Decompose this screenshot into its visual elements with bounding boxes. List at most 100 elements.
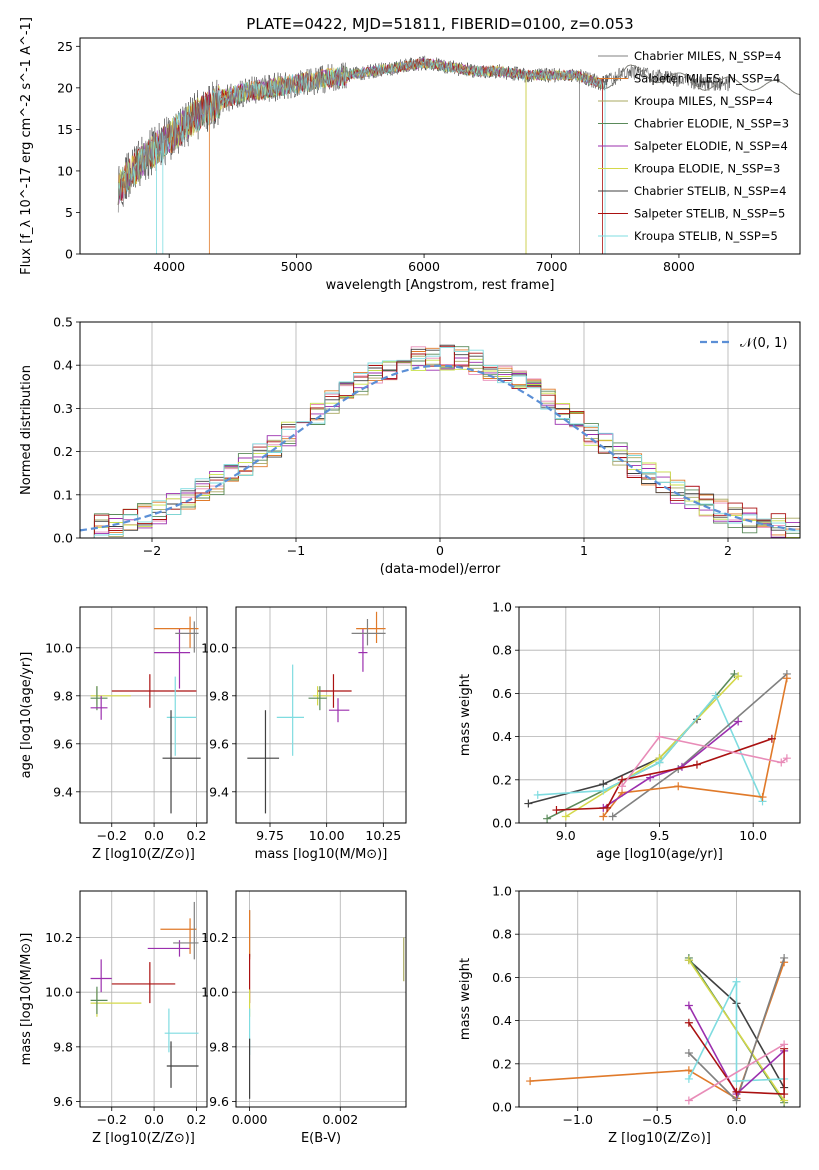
y-tick-label: 0.4 (492, 1013, 512, 1028)
y-tick-label: 10.0 (45, 640, 73, 655)
y-tick-label: 0.0 (53, 531, 73, 546)
y-tick-label: 9.6 (209, 1094, 229, 1109)
weight-series-5 (688, 981, 785, 1082)
x-tick-label: −0.5 (642, 1112, 672, 1127)
x-tick-label: 0.2 (186, 1112, 206, 1127)
mass-vs-ebv-axes: 0.000 0.002 9.6 9.8 10.0 10.2 E(B-V) (201, 890, 407, 1146)
weight-point (655, 732, 664, 741)
x-axis-label: wavelength [Angstrom, rest frame] (326, 278, 555, 293)
weight-vs-z-axes: −1.0 −0.5 0.0 0.0 0.2 0.4 0.6 0.8 1.0 Z [log10(Z/… (458, 884, 801, 1146)
y-tick-label: 0.2 (492, 772, 512, 787)
x-axis-label: (data-model)/error (380, 562, 501, 577)
weight-vs-age-axes: 9.0 9.5 10.0 0.0 0.2 0.4 0.6 0.8 1.0 age [log10(a… (458, 600, 801, 862)
x-tick-label: 7000 (536, 259, 568, 274)
weight-point (655, 758, 664, 767)
x-tick-label: −2 (143, 543, 161, 558)
weight-point (618, 782, 627, 791)
weight-point (603, 803, 612, 812)
y-axis-label: age [log10(age/yr)] (19, 652, 34, 779)
legend-entry: Kroupa STELIB, N_SSP=5 (634, 229, 778, 243)
y-tick-label: 0.8 (492, 643, 512, 658)
mass-vs-z-marks (90, 901, 199, 1088)
y-tick-label: 0.6 (492, 970, 512, 985)
weight-point (767, 734, 776, 743)
weight-point (782, 754, 791, 763)
legend-entry: Chabrier ELODIE, N_SSP=3 (634, 117, 789, 131)
y-tick-label: 0.6 (492, 686, 512, 701)
y-tick-label: 0.2 (53, 444, 73, 459)
y-tick-label: 10.0 (45, 985, 73, 1000)
x-tick-label: 0.2 (186, 828, 206, 843)
x-tick-label: −0.2 (97, 1112, 127, 1127)
y-tick-label: 20 (57, 80, 73, 95)
x-tick-label: 0 (436, 543, 444, 558)
axes-frame (235, 890, 407, 1108)
y-tick-label: 10.0 (201, 640, 229, 655)
x-tick-label: 8000 (663, 259, 695, 274)
x-axis-label: age [log10(age/yr)] (596, 847, 723, 862)
y-tick-label: 9.6 (53, 1094, 73, 1109)
weight-point (684, 1066, 693, 1075)
x-tick-label: 2 (724, 543, 732, 558)
x-tick-label: 0.0 (144, 1112, 164, 1127)
x-axis-label: Z [log10(Z/Z⊙)] (608, 1131, 711, 1146)
x-tick-label: 10.25 (365, 828, 401, 843)
weight-point (734, 672, 743, 681)
weight-point (692, 760, 701, 769)
y-tick-label: 9.8 (53, 1039, 73, 1054)
age-vs-z-marks (90, 616, 201, 814)
age-vs-z-axes: −0.2 0.0 0.2 9.4 9.6 9.8 10.0 Z [log10(Z/Z⊙)] ag… (19, 606, 208, 862)
weight-series-6 (602, 720, 739, 809)
y-tick-label: 25 (57, 39, 73, 54)
x-axis-label: E(B-V) (301, 1131, 341, 1146)
mass-vs-ebv-marks (249, 910, 405, 1099)
weight-point (543, 814, 552, 823)
weight-point (684, 1001, 693, 1010)
weight-series-8 (688, 1043, 785, 1102)
y-tick-label: 9.8 (209, 1039, 229, 1054)
x-axis-label: Z [log10(Z/Z⊙)] (92, 847, 195, 862)
y-tick-label: 10 (57, 163, 73, 178)
spectrum-series-0 (117, 57, 800, 206)
weight-point (780, 1040, 789, 1049)
age-vs-mass-marks (247, 611, 386, 814)
y-axis-label: mass weight (458, 674, 473, 756)
x-tick-label: 6000 (408, 259, 440, 274)
y-tick-label: 1.0 (492, 600, 512, 615)
legend-entry: Kroupa MILES, N_SSP=4 (634, 94, 773, 108)
legend-entry: Kroupa ELODIE, N_SSP=3 (634, 162, 780, 176)
legend-entry: 𝒩(0, 1) (740, 336, 787, 351)
y-tick-label: 0.2 (492, 1056, 512, 1071)
weight-point (552, 806, 561, 815)
plot-area: 4000 5000 6000 7000 80000510152025wavelength… (19, 17, 801, 1146)
x-tick-label: 9.0 (556, 828, 576, 843)
y-axis-label: Normed distribution (19, 365, 34, 495)
weight-point (758, 793, 767, 802)
x-tick-label: −0.2 (97, 828, 127, 843)
weight-point (732, 1087, 741, 1096)
y-tick-label: 0.0 (492, 1100, 512, 1115)
y-tick-label: 9.6 (209, 736, 229, 751)
legend-entry: Chabrier MILES, N_SSP=4 (634, 49, 781, 63)
axes-frame (79, 321, 801, 539)
age-vs-mass-axes: 9.75 10.00 10.25 9.4 9.6 9.8 10.0 mass [log10(M… (201, 606, 407, 862)
residuals-axes: −2 −1 0 1 2 0.0 0.1 0.2 0.3 0.4 0.5 (data-model)/er… (19, 315, 801, 577)
axes-frame (79, 37, 801, 255)
x-tick-label: 0.0 (144, 828, 164, 843)
x-axis-label: Z [log10(Z/Z⊙)] (92, 1131, 195, 1146)
y-tick-label: 10.0 (201, 985, 229, 1000)
spectrum-legend: Chabrier MILES, N_SSP=4 Salpeter MILES, N… (598, 49, 789, 243)
y-tick-label: 9.4 (209, 784, 229, 799)
axes-frame (235, 606, 407, 824)
y-tick-label: 0.4 (53, 358, 73, 373)
weight-point (674, 782, 683, 791)
weight-point (732, 977, 741, 986)
axes-frame (79, 606, 208, 824)
y-tick-label: 9.8 (209, 688, 229, 703)
residual-legend: 𝒩(0, 1) (700, 336, 787, 351)
mass-vs-z-axes: −0.2 0.0 0.2 9.6 9.8 10.0 10.2 Z [log10(Z/Z⊙)] m… (19, 890, 208, 1146)
weight-vs-age-marks (524, 669, 791, 823)
y-tick-label: 0.1 (53, 487, 73, 502)
y-tick-label: 0.3 (53, 401, 73, 416)
weight-point (782, 674, 791, 683)
